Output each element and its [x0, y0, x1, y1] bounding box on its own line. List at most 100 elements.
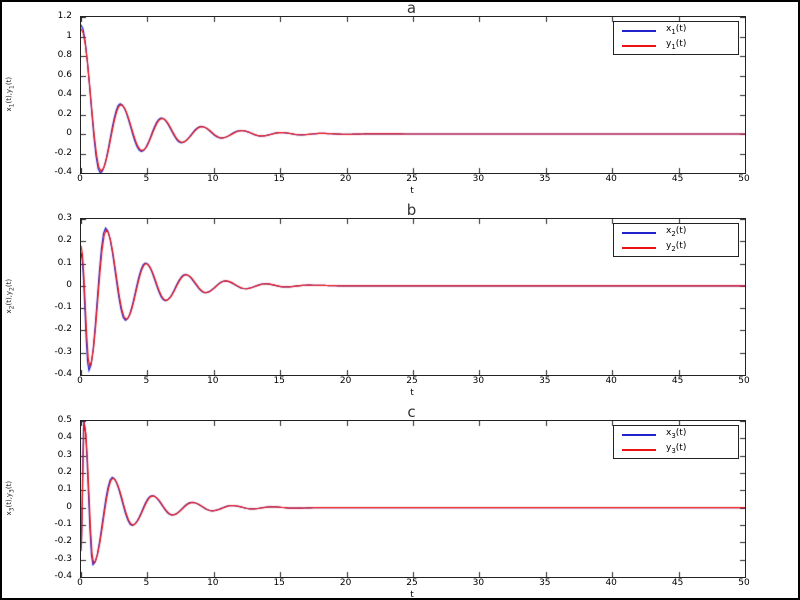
subplot-b-legend: x2(t) y2(t)	[613, 223, 739, 257]
x-tick-label: 50	[738, 578, 750, 588]
x-tick-label: 25	[406, 174, 418, 184]
subplot-c: c x3(t),y3(t) -0.4 -0.3 -0.2 -0.1 0 0.1 0.2 0.3…	[2, 403, 798, 600]
subplot-b-x-axis-ticks: 0 5 10 15 20 25 30 35 40 45 50	[77, 376, 750, 387]
subplot-c-title: c	[407, 403, 417, 421]
y-tick-label: -0.4	[54, 167, 72, 177]
y-tick-label: 1.2	[57, 11, 72, 21]
y-tick-label: -0.2	[54, 536, 72, 547]
x-tick-label: 10	[207, 174, 219, 184]
y-tick-label: 0.1	[57, 484, 72, 495]
y-tick-label: 0.5	[57, 415, 72, 425]
legend-label: x1(t)	[666, 24, 687, 36]
x-tick-label: 5	[143, 376, 150, 386]
x-tick-label: 5	[143, 174, 150, 184]
y-tick-label: 0.2	[57, 467, 72, 477]
subplot-c-xlabel: t	[410, 590, 414, 600]
x-tick-label: 20	[339, 376, 352, 386]
subplot-b-title: b	[406, 201, 418, 219]
x-tick-label: 15	[273, 376, 285, 386]
subplot-c-plot-area: x3(t) y3(t)	[80, 420, 746, 578]
legend-entry-y3: y3(t)	[618, 443, 734, 456]
subplot-a-plot-area: x1(t) y1(t)	[80, 16, 746, 174]
subplot-a-x-axis-ticks: 0 5 10 15 20 25 30 35 40 45 50	[77, 174, 750, 185]
legend-label: y3(t)	[666, 443, 687, 455]
x-tick-label: 30	[472, 376, 485, 386]
y-tick-label: 0.6	[57, 69, 72, 80]
blue-line-swatch	[622, 231, 656, 234]
x-tick-label: 30	[472, 174, 485, 184]
x-tick-label: 20	[339, 174, 352, 184]
subplot-b: b x2(t),y2(t) -0.4 -0.3 -0.2 -0.1 0 0.1 0.2 0.3…	[2, 201, 798, 404]
x-tick-label: 0	[77, 578, 83, 588]
y-tick-label: 0	[66, 279, 72, 290]
x-tick-label: 35	[539, 174, 551, 184]
legend-label: x3(t)	[666, 428, 687, 440]
legend-entry-x2: x2(t)	[618, 226, 734, 239]
subplot-a: a x1(t),y1(t) -0.4 -0.2 0 0.2 0.4 0.6 0.8 1 1.2 …	[2, 0, 798, 202]
y-tick-label: -0.1	[54, 302, 72, 313]
x-tick-label: 35	[539, 578, 551, 588]
y-tick-label: -0.2	[54, 147, 72, 158]
subplot-c-legend: x3(t) y3(t)	[613, 425, 739, 459]
x-tick-label: 35	[539, 376, 551, 386]
subplot-a-legend: x1(t) y1(t)	[613, 21, 739, 55]
subplot-c-y-axis-ticks: -0.4 -0.3 -0.2 -0.1 0 0.1 0.2 0.3 0.4 0.5	[2, 415, 76, 581]
y-tick-label: 0.4	[57, 89, 72, 99]
legend-label: x2(t)	[666, 226, 687, 238]
subplot-c-x-axis-ticks: 0 5 10 15 20 25 30 35 40 45 50	[77, 578, 750, 589]
x-tick-label: 15	[273, 174, 285, 184]
x-tick-label: 10	[207, 578, 219, 588]
y-tick-label: -0.3	[54, 553, 72, 564]
red-line-swatch	[622, 448, 656, 451]
y-tick-label: 0.3	[57, 213, 72, 223]
legend-entry-y2: y2(t)	[618, 241, 734, 254]
legend-label: y1(t)	[666, 39, 687, 51]
y-tick-label: 0.3	[57, 449, 72, 460]
x-tick-label: 40	[605, 174, 617, 184]
x-tick-label: 45	[671, 174, 684, 184]
x-tick-label: 10	[207, 376, 219, 386]
y-tick-label: 0	[66, 501, 72, 512]
y-tick-label: -0.4	[54, 369, 72, 379]
y-tick-label: -0.3	[54, 346, 72, 357]
x-tick-label: 15	[273, 578, 285, 588]
x-tick-label: 40	[605, 578, 617, 588]
y-tick-label: 0.2	[57, 235, 72, 246]
red-line-swatch	[622, 44, 656, 47]
subplot-a-xlabel: t	[410, 186, 414, 196]
x-tick-label: 5	[143, 578, 150, 588]
y-tick-label: 0.8	[57, 50, 72, 60]
x-tick-label: 0	[77, 174, 83, 184]
subplot-a-y-axis-ticks: -0.4 -0.2 0 0.2 0.4 0.6 0.8 1 1.2	[2, 11, 76, 177]
x-tick-label: 30	[472, 578, 485, 588]
y-tick-label: -0.1	[54, 519, 72, 529]
legend-entry-x1: x1(t)	[618, 24, 734, 37]
x-tick-label: 25	[406, 376, 418, 386]
y-tick-label: 0	[66, 128, 72, 138]
legend-entry-y1: y1(t)	[618, 39, 734, 52]
y-tick-label: 0.2	[57, 108, 72, 119]
legend-entry-x3: x3(t)	[618, 428, 734, 441]
x-tick-label: 25	[406, 578, 418, 588]
subplot-b-y-axis-ticks: -0.4 -0.3 -0.2 -0.1 0 0.1 0.2 0.3	[2, 213, 76, 379]
blue-line-swatch	[622, 433, 656, 436]
y-tick-label: -0.2	[54, 324, 72, 335]
x-tick-label: 50	[738, 174, 750, 184]
subplot-a-title: a	[406, 0, 418, 17]
y-tick-label: 0.1	[57, 257, 72, 268]
subplot-b-xlabel: t	[410, 388, 414, 398]
x-tick-label: 50	[738, 376, 750, 386]
x-tick-label: 45	[671, 578, 684, 588]
y-tick-label: 0.4	[57, 432, 72, 443]
legend-label: y2(t)	[666, 241, 687, 253]
subplot-b-plot-area: x2(t) y2(t)	[80, 218, 746, 376]
x-tick-label: 40	[605, 376, 617, 386]
x-tick-label: 45	[671, 376, 684, 386]
blue-line-swatch	[622, 29, 656, 32]
y-tick-label: -0.4	[54, 571, 72, 581]
red-line-swatch	[622, 246, 656, 249]
x-tick-label: 0	[77, 376, 83, 386]
y-tick-label: 1	[66, 30, 72, 41]
x-tick-label: 20	[339, 578, 352, 588]
